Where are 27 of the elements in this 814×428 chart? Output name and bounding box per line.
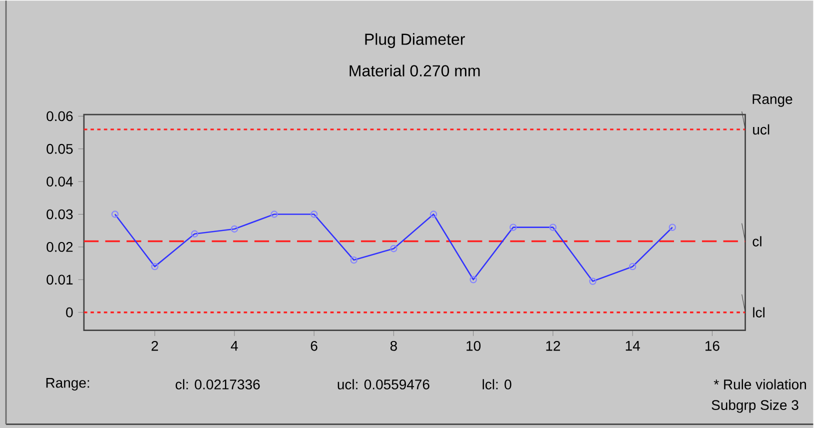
- y-tick-label: 0: [66, 307, 73, 318]
- ref-line-label: lcl: [753, 307, 764, 318]
- x-tick-label: 4: [230, 340, 238, 350]
- x-tick-label: 8: [390, 340, 397, 351]
- x-tick-label: 14: [626, 340, 640, 350]
- text: Range:: [46, 378, 90, 390]
- y-tick-label: 0.02: [46, 242, 73, 252]
- x-tick-label: 12: [546, 340, 560, 351]
- y-tick-label: 0.03: [46, 209, 73, 220]
- text: Subgrp Size 3: [712, 400, 798, 413]
- x-tick-label: 2: [152, 340, 158, 351]
- ref-line-label: cl: [752, 236, 762, 246]
- y-tick-label: 0.05: [46, 144, 73, 154]
- text: ucl: 0.0559476: [338, 379, 430, 390]
- x-tick-label: 6: [310, 340, 318, 351]
- text: * Rule violation: [714, 379, 806, 390]
- y2-axis-title: Range: [752, 94, 792, 107]
- chart-subtitle: Material 0.270 mm: [350, 64, 480, 76]
- x-tick-label: 10: [466, 340, 481, 351]
- x-tick-label: 16: [706, 340, 720, 351]
- text: cl: 0.0217336: [176, 379, 260, 390]
- ref-line-label: ucl: [753, 124, 770, 134]
- chart-title: Plug Diameter: [365, 33, 465, 48]
- y-tick-label: 0.01: [46, 274, 73, 285]
- y-tick-label: 0.04: [46, 176, 73, 186]
- text: lcl: 0: [482, 379, 512, 390]
- y-tick-label: 0.06: [46, 111, 73, 122]
